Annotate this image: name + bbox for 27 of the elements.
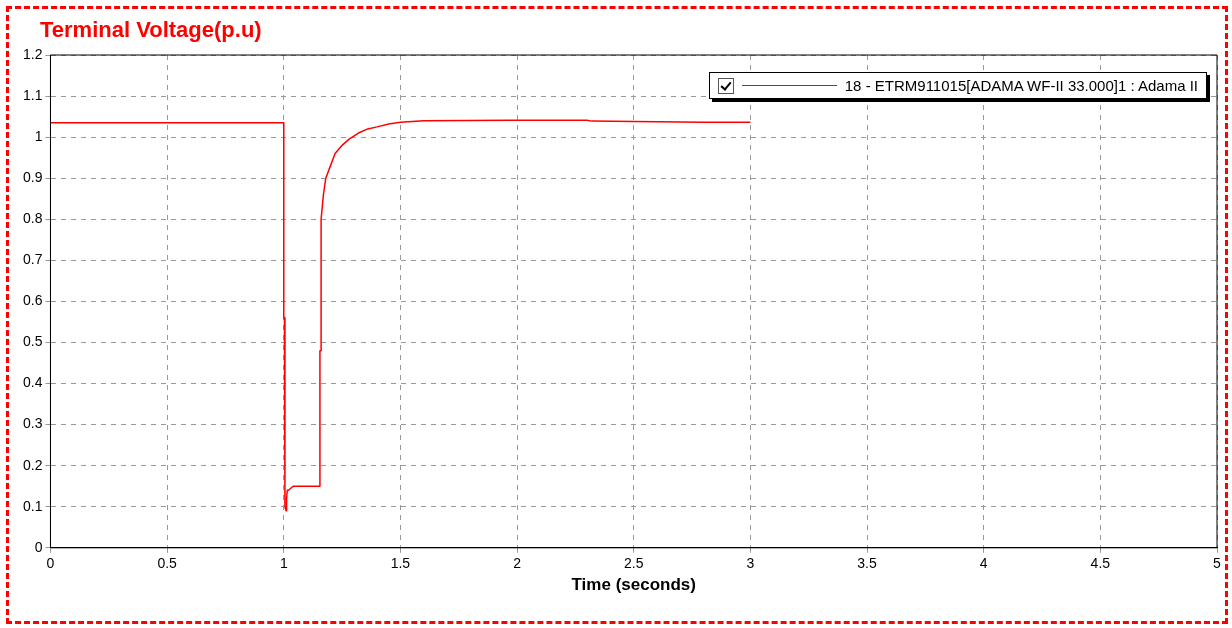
- chart-title: Terminal Voltage(p.u): [40, 17, 262, 43]
- x-tick-label: 3.5: [857, 555, 877, 572]
- y-tick-label: 0.1: [22, 497, 43, 514]
- y-tick-label: 0.3: [22, 415, 43, 432]
- y-tick-label: 0.4: [22, 374, 43, 391]
- y-tick-label: 0.9: [22, 169, 43, 186]
- y-tick-label: 0.8: [22, 210, 43, 227]
- y-tick-label: 0.5: [22, 333, 43, 350]
- x-tick-label: 2.5: [624, 555, 644, 572]
- y-tick-label: 0: [34, 538, 43, 555]
- y-tick-label: 1: [34, 127, 43, 144]
- x-tick-label: 5: [1213, 555, 1222, 572]
- x-tick-label: 0: [46, 555, 55, 572]
- legend: 18 - ETRM911015[ADAMA WF-II 33.000]1 : Adama II: [708, 72, 1207, 99]
- y-tick-label: 0.7: [22, 251, 43, 268]
- y-tick-label: 1.2: [22, 45, 43, 62]
- y-tick-label: 0.2: [22, 456, 43, 473]
- y-tick-label: 1.1: [22, 86, 43, 103]
- x-tick-label: 1: [279, 555, 288, 572]
- y-tick-label: 0.6: [22, 292, 43, 309]
- x-tick-label: 3: [746, 555, 755, 572]
- x-tick-label: 2: [513, 555, 522, 572]
- x-tick-label: 4.5: [1090, 555, 1111, 572]
- x-tick-label: 4: [979, 555, 988, 572]
- x-tick-label: 0.5: [157, 555, 178, 572]
- x-axis-title: Time (seconds): [571, 575, 696, 595]
- x-tick-label: 1.5: [390, 555, 411, 572]
